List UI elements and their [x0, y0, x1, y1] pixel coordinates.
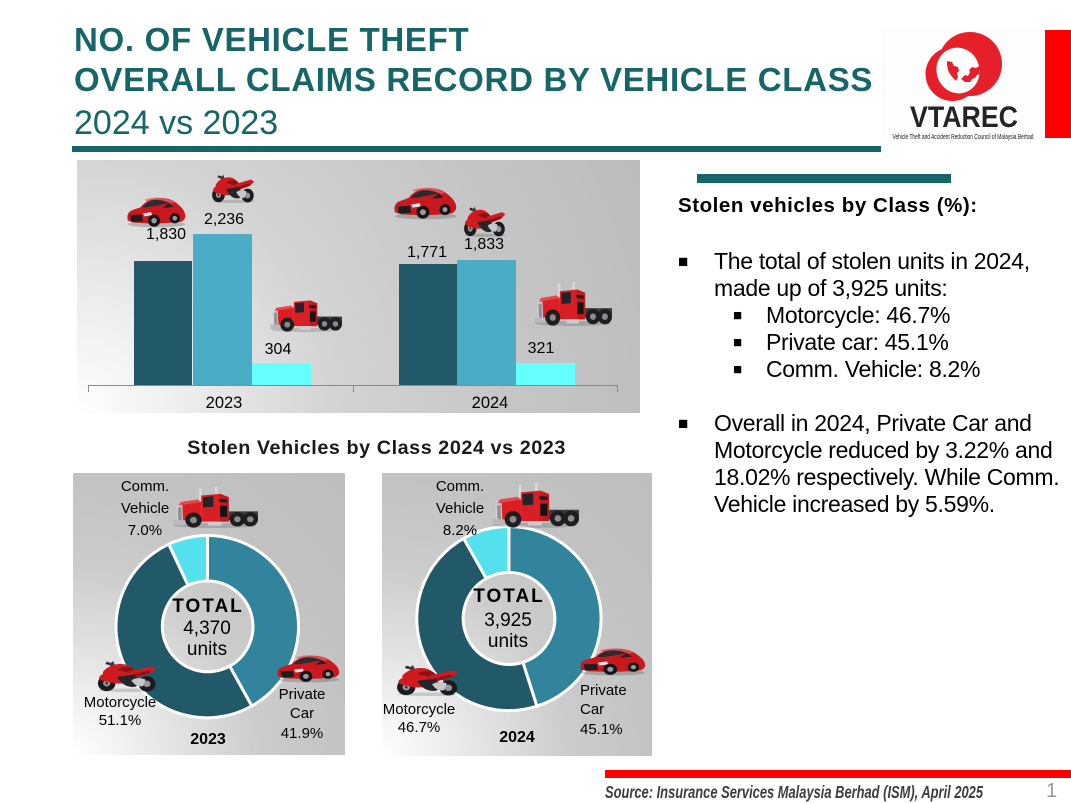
svg-text:Vehicle Theft and Accident Red: Vehicle Theft and Accident Reduction Cou…	[893, 132, 1034, 141]
svg-text:VTAREC: VTAREC	[910, 101, 1018, 134]
